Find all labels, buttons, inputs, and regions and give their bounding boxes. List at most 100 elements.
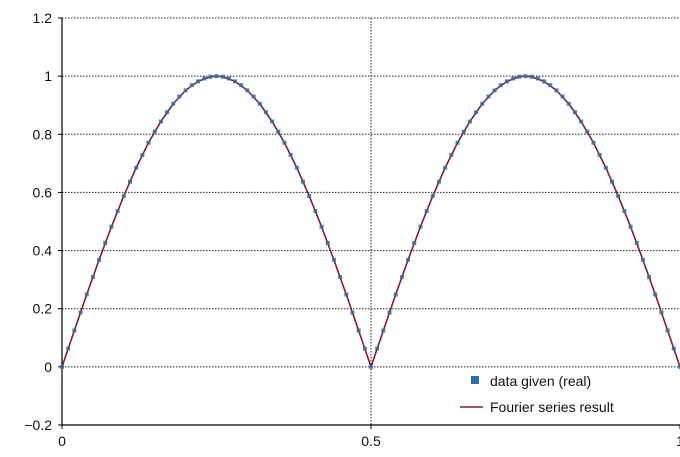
tick-labels: −0.2 0 0.2 0.4 0.6 0.8 1 1.2 0 0.5 1 [24, 10, 680, 449]
data-point [659, 310, 664, 315]
data-point [412, 241, 417, 246]
data-point [591, 140, 596, 145]
data-point [325, 241, 330, 246]
data-point [622, 209, 627, 214]
data-point [152, 129, 157, 134]
legend: data given (real) Fourier series result [460, 373, 614, 415]
data-point [647, 275, 652, 280]
y-tick-label: 0.2 [33, 301, 53, 317]
data-point [523, 74, 528, 79]
data-point [263, 110, 268, 115]
data-point [634, 241, 639, 246]
data-point [443, 165, 448, 170]
data-point [183, 88, 188, 93]
data-point [195, 79, 200, 84]
data-point [251, 94, 256, 99]
data-point [189, 83, 194, 88]
data-point [109, 224, 114, 229]
y-tick-label: 0.6 [33, 184, 53, 200]
data-point [474, 110, 479, 115]
data-point [665, 328, 670, 333]
legend-label-fourier-series: Fourier series result [490, 399, 614, 415]
y-tick-label: 0.4 [33, 243, 53, 259]
data-point [350, 310, 355, 315]
data-point [653, 292, 658, 297]
data-point [511, 76, 516, 81]
data-point [307, 193, 312, 198]
data-point [90, 275, 95, 280]
data-point [418, 224, 423, 229]
data-point [498, 83, 503, 88]
legend-marker-data-given [471, 376, 479, 384]
data-point [486, 94, 491, 99]
data-point [146, 140, 151, 145]
data-point [121, 193, 126, 198]
data-point [301, 179, 306, 184]
data-point [671, 346, 676, 351]
data-point [177, 94, 182, 99]
legend-label-data-given: data given (real) [490, 373, 591, 389]
data-point [548, 83, 553, 88]
data-point [97, 257, 102, 262]
data-point [504, 79, 509, 84]
data-point [233, 79, 238, 84]
data-point [331, 257, 336, 262]
data-point [492, 88, 497, 93]
x-tick-label: 0 [58, 433, 66, 449]
data-point [282, 140, 287, 145]
data-point [239, 83, 244, 88]
data-point [60, 364, 64, 369]
data-point [628, 224, 633, 229]
y-tick-label: 1.2 [33, 10, 53, 26]
data-point [597, 152, 602, 157]
data-point [461, 129, 466, 134]
data-point [270, 119, 275, 124]
data-point [103, 241, 108, 246]
data-point [566, 101, 571, 106]
data-point [399, 275, 404, 280]
data-point [610, 179, 615, 184]
y-tick-label: 0.8 [33, 126, 53, 142]
data-point [430, 193, 435, 198]
data-point [362, 346, 367, 351]
data-point [288, 152, 293, 157]
y-tick-label: 1 [44, 68, 52, 84]
data-point [220, 74, 225, 79]
data-point [369, 364, 373, 369]
data-point [640, 257, 645, 262]
y-tick-label: −0.2 [24, 417, 52, 433]
data-point [344, 292, 349, 297]
data-point [66, 346, 71, 351]
series-marks [60, 74, 680, 369]
x-tick-label: 0.5 [361, 433, 381, 449]
data-point [245, 88, 250, 93]
data-point [424, 209, 429, 214]
data-point [127, 179, 132, 184]
data-point [535, 76, 540, 81]
data-point [436, 179, 441, 184]
axes [58, 17, 680, 429]
data-point [616, 193, 621, 198]
data-point [517, 74, 522, 79]
data-point [319, 224, 324, 229]
data-point [585, 129, 590, 134]
data-point [78, 310, 83, 315]
y-tick-label: 0 [44, 359, 52, 375]
data-point [560, 94, 565, 99]
data-point [214, 74, 219, 79]
data-point [406, 257, 411, 262]
data-point [171, 101, 176, 106]
data-point [140, 152, 145, 157]
data-point [294, 165, 299, 170]
data-point [603, 165, 608, 170]
data-point [115, 209, 120, 214]
data-point [134, 165, 139, 170]
data-point [338, 275, 343, 280]
data-point [72, 328, 77, 333]
grid-lines [62, 17, 680, 425]
data-point [375, 346, 380, 351]
data-point [257, 101, 262, 106]
data-point [579, 119, 584, 124]
